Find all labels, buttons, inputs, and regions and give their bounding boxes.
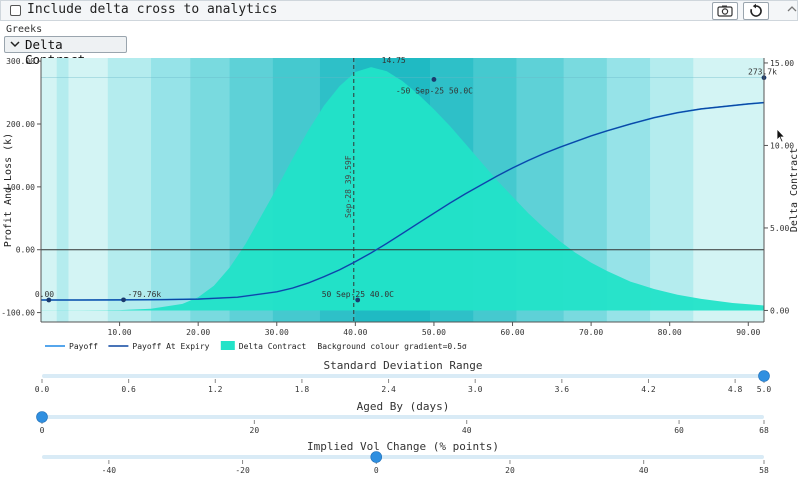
marker-label: -50 Sep-25 50.0C: [396, 86, 473, 95]
greeks-label: Greeks: [6, 24, 43, 35]
y2-axis-label: Delta Contract: [789, 148, 800, 232]
slider-tick-label: 20: [505, 466, 515, 475]
spot-price-label: Sep-28 39.59F: [344, 155, 353, 218]
slider-tick-label: 2.4: [381, 385, 396, 394]
marker-label: 50 Sep-25 40.0C: [322, 290, 394, 299]
slider-tick-label: 1.8: [295, 385, 310, 394]
legend-swatch: [220, 341, 235, 350]
legend-item-label: Payoff: [69, 342, 98, 351]
slider-title: Standard Deviation Range: [324, 359, 483, 372]
y2-tick-label: 0.00: [770, 306, 789, 315]
marker-label: -79.76k: [128, 290, 162, 299]
background-band: [56, 58, 70, 322]
marker-point: [121, 297, 126, 303]
camera-icon: [717, 5, 733, 17]
y-tick-label: 200.00: [6, 120, 35, 129]
slider-1[interactable]: Aged By (days) 0 20 40 60 68: [36, 400, 769, 435]
slider-track: [42, 455, 764, 459]
slider-tick-label: 3.0: [468, 385, 483, 394]
reset-button[interactable]: [743, 2, 769, 20]
slider-tick-label: 1.2: [208, 385, 223, 394]
chevron-up-icon[interactable]: [787, 4, 797, 14]
y-tick-label: 0.00: [16, 246, 35, 255]
slider-tick-label: 58: [759, 466, 769, 475]
background-band: [68, 58, 109, 322]
slider-2[interactable]: Implied Vol Change (% points) -40 -20 0 20 40…: [42, 440, 769, 475]
chevron-down-icon: [10, 41, 20, 48]
y-axis-label: Profit And Loss (k): [3, 133, 14, 247]
slider-handle[interactable]: [370, 451, 383, 463]
background-band: [151, 58, 191, 322]
snapshot-button[interactable]: [712, 2, 738, 20]
slider-title: Implied Vol Change (% points): [307, 440, 499, 453]
x-tick-label: 10.00: [108, 328, 132, 337]
slider-tick-label: 4.2: [641, 385, 656, 394]
x-tick-label: 80.00: [658, 328, 682, 337]
marker-point: [46, 297, 52, 303]
include-delta-checkbox[interactable]: [10, 5, 21, 16]
background-band: [107, 58, 152, 322]
delta-contract-area: [41, 67, 764, 311]
refresh-icon: [750, 3, 762, 17]
slider-tick-label: -20: [235, 466, 250, 475]
slider-tick-label: 0.0: [35, 385, 50, 394]
x-tick-label: 60.00: [500, 328, 524, 337]
marker-point: [355, 297, 361, 303]
marker-label: 0.00: [35, 290, 54, 299]
x-tick-label: 50.00: [422, 328, 446, 337]
slider-tick-label: 60: [674, 426, 684, 435]
slider-tick-label: 68: [759, 426, 769, 435]
background-band: [41, 58, 58, 322]
legend-item-label: Delta Contract: [239, 342, 307, 351]
slider-tick-label: 5.0: [757, 385, 772, 394]
y-tick-label: 100.00: [6, 183, 35, 192]
slider-tick-label: -40: [102, 466, 117, 475]
y2-tick-label: 15.00: [770, 59, 794, 68]
x-tick-label: 40.00: [343, 328, 367, 337]
slider-tick-label: 0: [40, 426, 45, 435]
background-band: [693, 58, 765, 322]
slider-tick-label: 4.8: [728, 385, 743, 394]
x-tick-label: 70.00: [579, 328, 603, 337]
slider-tick-label: 40: [639, 466, 649, 475]
x-tick-label: 90.00: [736, 328, 760, 337]
slider-title: Aged By (days): [357, 400, 450, 413]
marker-label: 273.7k: [748, 68, 777, 77]
x-tick-label: 30.00: [265, 328, 289, 337]
payoff-at-expiry-line: [41, 102, 765, 301]
peak-label: 14.75: [382, 56, 406, 65]
legend-note: Background colour gradient=0.5σ: [317, 342, 466, 351]
slider-tick-label: 20: [250, 426, 260, 435]
slider-track: [42, 374, 764, 378]
y2-tick-label: 10.00: [770, 141, 794, 150]
slider-handle[interactable]: [758, 370, 770, 382]
mouse-cursor-icon: [776, 128, 786, 143]
slider-0[interactable]: Standard Deviation Range 0.0 0.6 1.2 1.8 2.4 3…: [35, 359, 772, 394]
background-band: [650, 58, 694, 322]
y-tick-label: 300.00: [6, 57, 35, 66]
include-delta-label: Include delta cross to analytics: [27, 2, 278, 17]
slider-handle[interactable]: [36, 411, 48, 423]
slider-tick-label: 0.6: [121, 385, 136, 394]
y-tick-label: -100.00: [1, 309, 35, 318]
x-tick-label: 20.00: [186, 328, 210, 337]
options-toolbar: Include delta cross to analytics: [0, 0, 798, 21]
slider-tick-label: 3.6: [555, 385, 570, 394]
y2-tick-label: 5.00: [770, 224, 789, 233]
slider-tick-label: 40: [462, 426, 472, 435]
legend-item-label: Payoff At Expiry: [132, 342, 209, 351]
slider-tick-label: 0: [374, 466, 379, 475]
marker-point: [431, 77, 437, 82]
slider-track: [42, 415, 764, 419]
